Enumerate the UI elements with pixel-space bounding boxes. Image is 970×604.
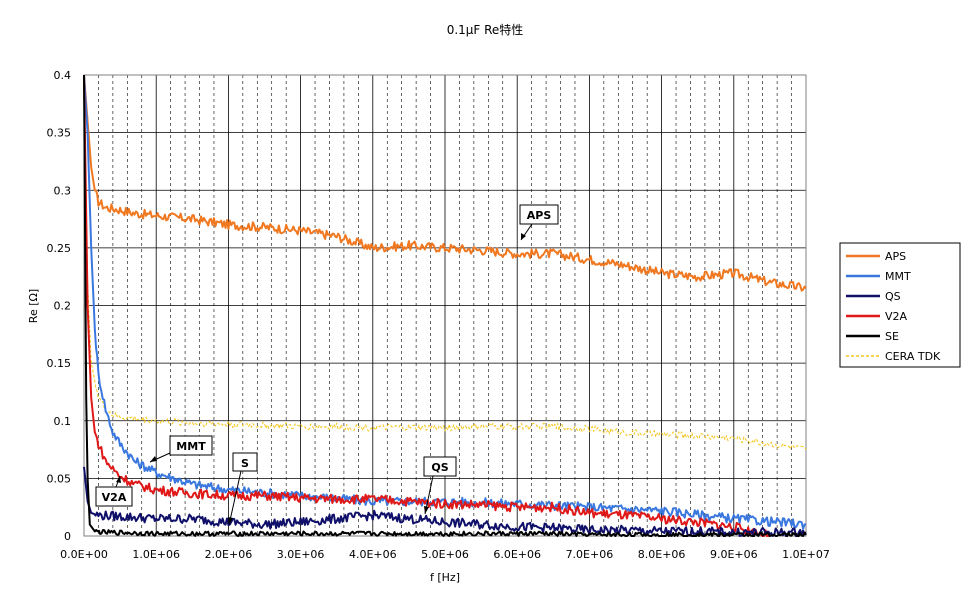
- x-tick-label: 8.0E+06: [638, 548, 686, 561]
- legend-label-qs: QS: [885, 290, 901, 303]
- callout-s-label: S: [241, 457, 249, 470]
- series-line-aps: [83, 74, 807, 292]
- plot-area: [83, 74, 807, 537]
- y-axis-label: Re [Ω]: [27, 289, 40, 323]
- x-tick-label: 7.0E+06: [566, 548, 614, 561]
- y-tick-labels: 0 0.05 0.1 0.15 0.2 0.25 0.3 0.35 0.4: [47, 69, 72, 543]
- series-layer: [83, 74, 807, 537]
- series-line-se: [83, 74, 807, 537]
- y-tick-label: 0: [64, 530, 71, 543]
- x-tick-label: 1.0E+07: [782, 548, 830, 561]
- y-tick-label: 0.35: [47, 127, 72, 140]
- callout-s: S: [228, 452, 258, 526]
- x-tick-label: 5.0E+06: [421, 548, 469, 561]
- callout-mmt: MMT: [149, 435, 213, 463]
- callout-qs-label: QS: [431, 461, 448, 474]
- y-tick-label: 0.1: [54, 415, 72, 428]
- series-line-mmt: [83, 74, 807, 530]
- x-tick-label: 6.0E+06: [493, 548, 541, 561]
- legend-label-se: SE: [885, 330, 899, 343]
- legend-label-mmt: MMT: [885, 270, 911, 283]
- callouts: APS MMT S QS V2A: [95, 204, 559, 526]
- callout-mmt-label: MMT: [176, 440, 206, 453]
- series-line-cera-tdk: [83, 74, 807, 450]
- y-tick-label: 0.05: [47, 472, 72, 485]
- series-line-v2a: [83, 74, 770, 537]
- y-tick-label: 0.3: [54, 184, 72, 197]
- callout-aps: APS: [519, 204, 559, 241]
- callout-qs: QS: [423, 456, 457, 515]
- legend-label-aps: APS: [885, 250, 906, 263]
- callout-v2a: V2A: [95, 475, 133, 507]
- callout-v2a-label: V2A: [102, 491, 127, 504]
- x-tick-labels: 0.0E+00 1.0E+06 2.0E+06 3.0E+06 4.0E+06 5.0E+…: [60, 548, 830, 561]
- x-tick-label: 2.0E+06: [205, 548, 253, 561]
- y-tick-label: 0.25: [47, 242, 72, 255]
- y-tick-label: 0.4: [54, 69, 72, 82]
- x-tick-label: 9.0E+06: [710, 548, 758, 561]
- x-tick-label: 3.0E+06: [277, 548, 325, 561]
- callout-aps-label: APS: [527, 209, 552, 222]
- legend-label-cera-tdk: CERA TDK: [885, 350, 941, 363]
- y-tick-label: 0.15: [47, 357, 72, 370]
- series-line-qs: [83, 466, 807, 537]
- chart-title: 0.1μF Re特性: [447, 22, 524, 37]
- x-tick-label: 4.0E+06: [349, 548, 397, 561]
- legend: APS MMT QS V2A SE CERA TDK: [839, 242, 961, 368]
- legend-box: [839, 242, 961, 368]
- x-axis-label: f [Hz]: [430, 571, 460, 584]
- x-tick-label: 1.0E+06: [132, 548, 180, 561]
- y-tick-label: 0.2: [54, 300, 72, 313]
- x-tick-label: 0.0E+00: [60, 548, 108, 561]
- grid: [83, 74, 806, 537]
- legend-label-v2a: V2A: [885, 310, 908, 323]
